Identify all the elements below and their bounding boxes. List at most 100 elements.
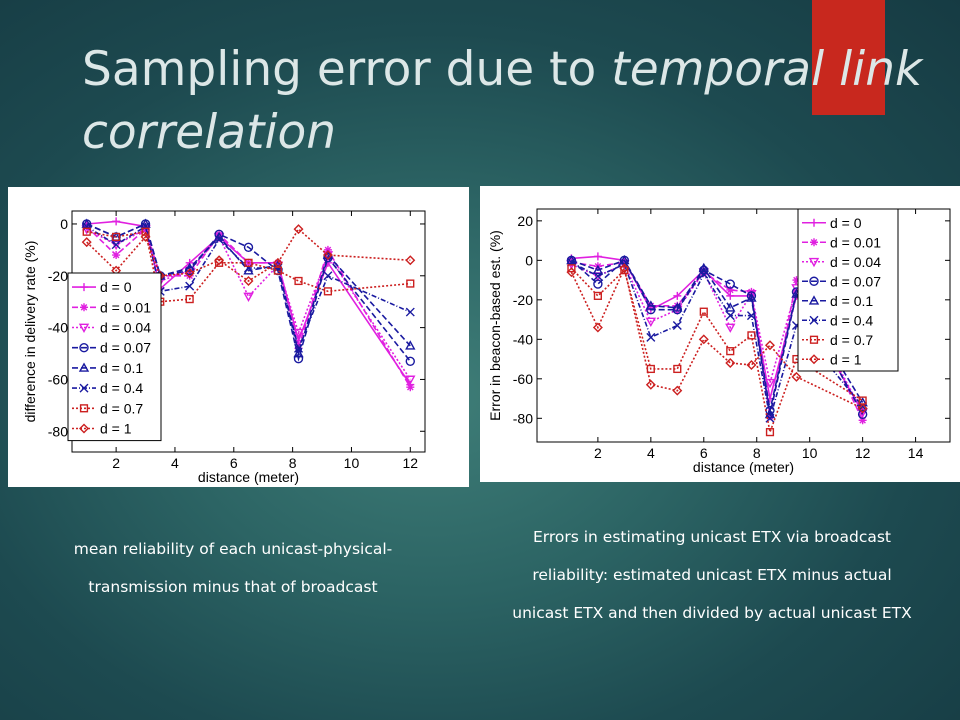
- data-point: [293, 348, 304, 358]
- data-point: [857, 403, 868, 414]
- y-tick-label: -80: [513, 410, 533, 426]
- series-line: [86, 227, 411, 282]
- data-point: [80, 303, 88, 312]
- data-point: [112, 232, 121, 242]
- y-tick-label: -40: [513, 331, 533, 347]
- data-point: [858, 416, 867, 425]
- data-point: [141, 227, 150, 236]
- legend-label: d = 1: [830, 351, 862, 367]
- data-point: [765, 413, 775, 423]
- x-tick-label: 8: [753, 445, 761, 461]
- data-point: [808, 257, 820, 268]
- data-point: [672, 385, 683, 396]
- data-point: [857, 408, 868, 418]
- data-point: [79, 342, 89, 353]
- legend-label: d = 0: [830, 215, 862, 231]
- y-tick-label: 0: [525, 252, 533, 268]
- data-point: [725, 323, 736, 333]
- data-point: [765, 428, 775, 437]
- legend-marker: [79, 404, 89, 413]
- data-point: [405, 307, 415, 317]
- x-tick-label: 14: [908, 445, 924, 461]
- legend-marker: [80, 303, 88, 312]
- series-line: [86, 222, 411, 357]
- data-point: [764, 378, 776, 389]
- data-point: [322, 250, 333, 261]
- x-tick-label: 12: [403, 455, 419, 471]
- data-point: [746, 292, 757, 302]
- right-chart-panel: 2 4 6 8 10 12 14 20 0 -20 -40 -60 -80 distance (meter…: [480, 186, 960, 482]
- x-tick-label: 8: [289, 455, 297, 471]
- data-point: [293, 224, 304, 235]
- data-point: [592, 322, 603, 333]
- data-point: [78, 362, 90, 372]
- data-point: [214, 229, 224, 240]
- legend-marker: [80, 283, 88, 292]
- right-caption-line: unicast ETX and then divided by actual u…: [512, 604, 912, 622]
- legend-marker: [78, 323, 90, 333]
- data-point: [405, 375, 416, 385]
- legend-marker: [808, 257, 820, 268]
- left-caption-line: mean reliability of each unicast-physica…: [73, 540, 393, 558]
- legend-label: d = 0.4: [100, 380, 143, 396]
- legend-label: d = 0.7: [830, 332, 873, 348]
- legend-label: d = 0.1: [830, 293, 873, 309]
- data-point: [214, 255, 225, 266]
- legend-label: d = 0.01: [100, 299, 151, 315]
- data-point: [112, 251, 121, 260]
- data-point: [725, 358, 736, 369]
- legend-label: d = 0: [100, 279, 132, 295]
- data-point: [405, 340, 416, 350]
- series-d1: [81, 224, 416, 286]
- data-point: [81, 237, 92, 248]
- data-point: [406, 383, 415, 392]
- x-tick-label: 4: [647, 445, 655, 461]
- data-point: [244, 258, 253, 267]
- data-point: [243, 275, 254, 286]
- data-point: [185, 281, 195, 291]
- data-point: [746, 360, 757, 370]
- data-point: [243, 242, 254, 252]
- legend-label: d = 0.04: [100, 320, 151, 336]
- data-point: [764, 340, 775, 351]
- data-point: [184, 262, 195, 272]
- x-tick-label: 6: [230, 455, 238, 471]
- data-point: [111, 240, 121, 250]
- legend-marker: [78, 362, 90, 372]
- y-axis-label: difference in delivery rate (%): [22, 241, 38, 423]
- x-tick-label: 2: [112, 455, 120, 471]
- title-part2: temporal link correlation: [82, 42, 923, 160]
- series-d1: [566, 263, 868, 414]
- x-tick-label: 4: [171, 455, 179, 471]
- data-point: [244, 263, 253, 273]
- data-point: [747, 331, 756, 340]
- data-point: [857, 409, 868, 420]
- x-tick-label: 10: [802, 445, 818, 461]
- data-point: [620, 266, 629, 275]
- data-point: [699, 269, 709, 279]
- data-point: [725, 302, 736, 312]
- left-caption-line: transmission minus that of broadcast: [88, 578, 378, 596]
- legend-marker: [809, 276, 819, 286]
- data-point: [809, 276, 819, 286]
- y-tick-label: -20: [513, 292, 533, 308]
- data-point: [214, 235, 224, 245]
- data-point: [112, 217, 121, 226]
- data-point: [619, 263, 630, 274]
- data-point: [185, 295, 194, 304]
- data-point: [746, 311, 756, 321]
- data-point: [294, 276, 303, 286]
- data-point: [79, 423, 89, 434]
- x-tick-label: 6: [700, 445, 708, 461]
- y-axis-label: Error in beacon-based est. (%): [487, 230, 503, 421]
- y-tick-label: 20: [517, 213, 533, 229]
- data-point: [809, 354, 819, 365]
- legend-label: d = 0.4: [830, 312, 873, 328]
- legend-marker: [79, 423, 89, 434]
- accent-bar: [812, 0, 885, 115]
- data-point: [593, 279, 603, 289]
- data-point: [567, 264, 576, 273]
- data-point: [593, 291, 602, 300]
- data-point: [725, 279, 735, 289]
- data-point: [620, 258, 629, 267]
